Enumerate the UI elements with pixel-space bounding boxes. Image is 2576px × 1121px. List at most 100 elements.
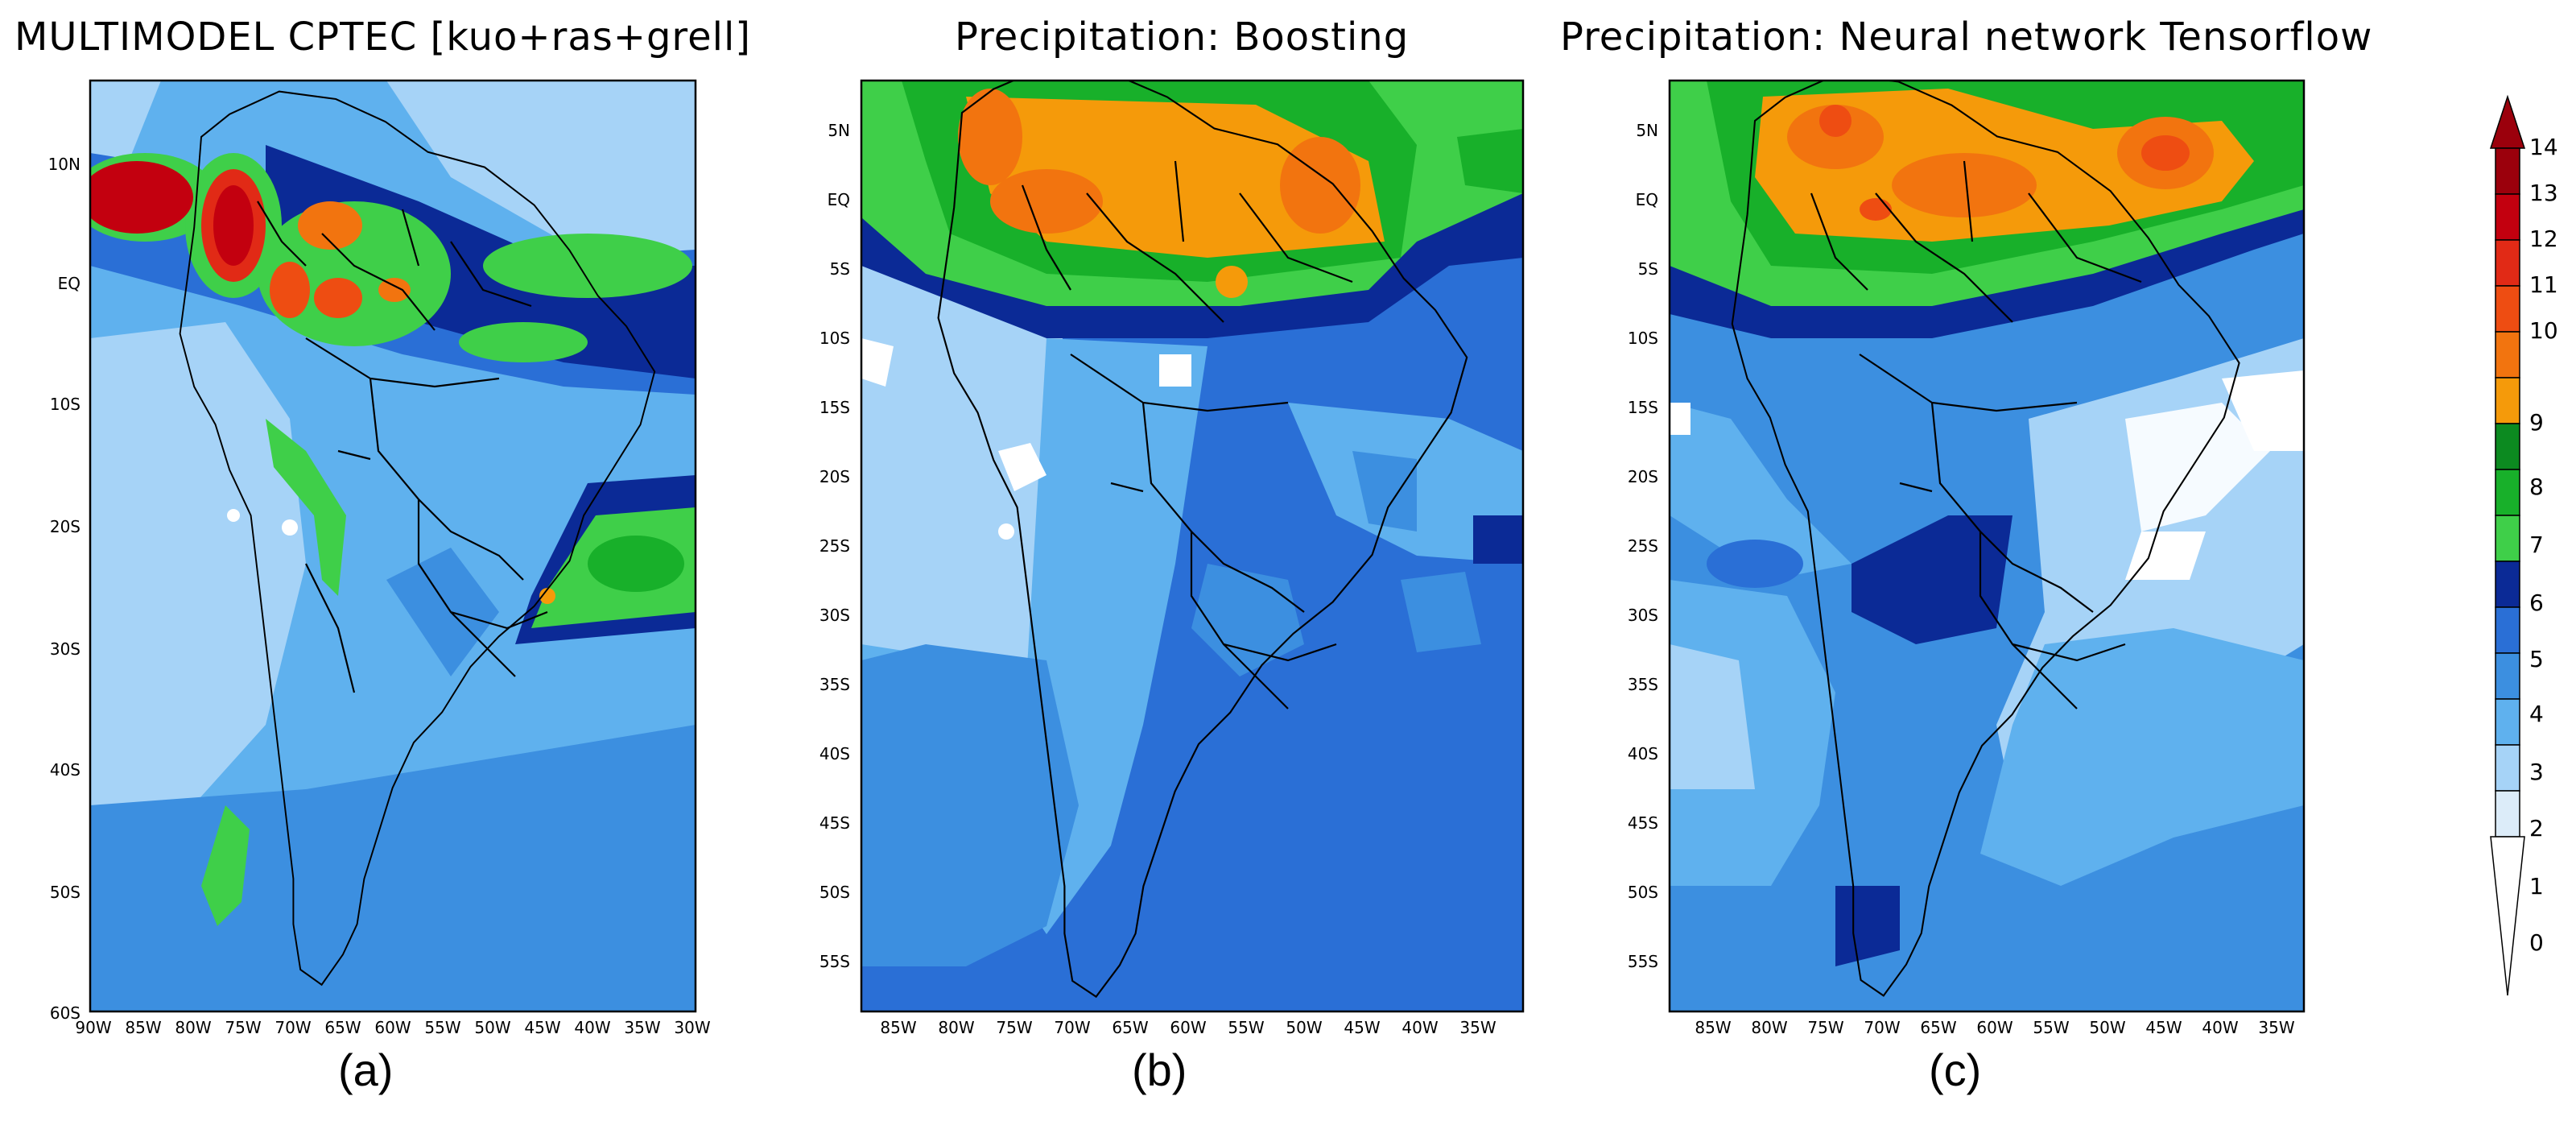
colorbar-bin-10 xyxy=(2495,331,2520,378)
colorbar-bottom-arrow xyxy=(2490,836,2525,996)
y-tick: 10S xyxy=(1627,329,1658,348)
y-tick: 10N xyxy=(47,155,80,174)
panel-a-map xyxy=(90,81,696,1011)
y-tick: 30S xyxy=(819,606,850,625)
colorbar xyxy=(2489,94,2526,996)
panel-b-map xyxy=(861,81,1523,1011)
colorbar-tick: 7 xyxy=(2529,532,2544,558)
x-tick: 55W xyxy=(424,1018,461,1037)
y-tick: 40S xyxy=(819,744,850,763)
colorbar-bin-2 xyxy=(2495,698,2520,746)
panel-c-title: Precipitation: Neural network Tensorflow xyxy=(1560,14,2373,60)
x-tick: 90W xyxy=(75,1018,112,1037)
y-tick: 5N xyxy=(1636,121,1658,140)
x-tick: 80W xyxy=(175,1018,212,1037)
x-tick: 45W xyxy=(1344,1018,1381,1037)
panel-a-title: MULTIMODEL CPTEC [kuo+ras+grell] xyxy=(14,14,752,60)
y-tick: 10S xyxy=(49,395,80,414)
y-tick: 50S xyxy=(819,883,850,902)
colorbar-bin-0 xyxy=(2495,790,2520,838)
x-tick: 55W xyxy=(2033,1018,2070,1037)
x-tick: 60W xyxy=(1170,1018,1207,1037)
x-tick: 50W xyxy=(1286,1018,1323,1037)
y-tick: 25S xyxy=(1627,536,1658,556)
colorbar-tick: 1 xyxy=(2529,873,2544,900)
colorbar-bin-12 xyxy=(2495,239,2520,287)
colorbar-tick: 2 xyxy=(2529,815,2544,842)
y-tick: 5N xyxy=(828,121,850,140)
colorbar-tick: 10 xyxy=(2529,317,2558,344)
x-tick: 50W xyxy=(2089,1018,2126,1037)
x-tick: 60W xyxy=(1976,1018,2013,1037)
colorbar-bin-14 xyxy=(2495,147,2520,195)
colorbar-bin-3 xyxy=(2495,652,2520,700)
panel-c-map xyxy=(1670,81,2304,1011)
colorbar-tick: 3 xyxy=(2529,759,2544,785)
x-tick: 85W xyxy=(1695,1018,1732,1037)
y-tick: 40S xyxy=(49,760,80,780)
x-tick: 65W xyxy=(324,1018,361,1037)
y-tick: 15S xyxy=(1627,398,1658,417)
colorbar-bin-9 xyxy=(2495,377,2520,424)
colorbar-bin-13 xyxy=(2495,193,2520,241)
colorbar-top-arrow xyxy=(2489,94,2526,149)
y-tick: EQ xyxy=(827,190,850,209)
y-tick: 50S xyxy=(49,883,80,902)
x-tick: 55W xyxy=(1228,1018,1265,1037)
y-tick: 30S xyxy=(49,639,80,659)
x-tick: 50W xyxy=(474,1018,511,1037)
y-tick: 25S xyxy=(819,536,850,556)
x-tick: 85W xyxy=(125,1018,162,1037)
colorbar-bin-7 xyxy=(2495,469,2520,516)
colorbar-tick: 4 xyxy=(2529,701,2544,727)
x-tick: 75W xyxy=(996,1018,1033,1037)
panel-b-label: (b) xyxy=(1132,1044,1187,1095)
x-tick: 75W xyxy=(225,1018,262,1037)
colorbar-tick: 6 xyxy=(2529,589,2544,616)
colorbar-tick: 12 xyxy=(2529,225,2558,252)
y-tick: 35S xyxy=(819,675,850,694)
colorbar-tick: 0 xyxy=(2529,929,2544,956)
y-tick: 5S xyxy=(829,259,850,279)
x-tick: 45W xyxy=(2145,1018,2182,1037)
y-tick: 10S xyxy=(819,329,850,348)
y-tick: 5S xyxy=(1637,259,1658,279)
colorbar-bin-5 xyxy=(2495,560,2520,608)
y-tick: 45S xyxy=(819,813,850,833)
x-tick: 45W xyxy=(524,1018,561,1037)
colorbar-tick: 8 xyxy=(2529,474,2544,500)
colorbar-bin-8 xyxy=(2495,423,2520,470)
x-tick: 65W xyxy=(1112,1018,1149,1037)
x-tick: 80W xyxy=(938,1018,975,1037)
y-tick: 30S xyxy=(1627,606,1658,625)
colorbar-tick: 14 xyxy=(2529,134,2558,160)
y-tick: 50S xyxy=(1627,883,1658,902)
colorbar-bin-6 xyxy=(2495,515,2520,562)
x-tick: 65W xyxy=(1920,1018,1957,1037)
colorbar-tick: 13 xyxy=(2529,180,2558,206)
y-tick: 20S xyxy=(1627,467,1658,486)
x-tick: 40W xyxy=(574,1018,611,1037)
y-tick: 55S xyxy=(1627,952,1658,971)
colorbar-tick: 5 xyxy=(2529,646,2544,672)
y-tick: EQ xyxy=(1635,190,1658,209)
colorbar-tick: 9 xyxy=(2529,409,2544,436)
x-tick: 80W xyxy=(1751,1018,1788,1037)
y-tick: 35S xyxy=(1627,675,1658,694)
colorbar-bin-11 xyxy=(2495,285,2520,333)
x-tick: 35W xyxy=(624,1018,661,1037)
colorbar-bin-1 xyxy=(2495,744,2520,792)
x-tick: 60W xyxy=(374,1018,411,1037)
panel-b-title: Precipitation: Boosting xyxy=(955,14,1410,60)
colorbar-bin-4 xyxy=(2495,606,2520,654)
y-tick: 55S xyxy=(819,952,850,971)
y-tick: 20S xyxy=(49,517,80,536)
panel-c-label: (c) xyxy=(1929,1044,1982,1095)
x-tick: 85W xyxy=(880,1018,917,1037)
y-tick: EQ xyxy=(57,274,80,293)
panel-a-label: (a) xyxy=(338,1044,394,1095)
x-tick: 30W xyxy=(674,1018,711,1037)
x-tick: 35W xyxy=(1459,1018,1496,1037)
x-tick: 35W xyxy=(2258,1018,2295,1037)
